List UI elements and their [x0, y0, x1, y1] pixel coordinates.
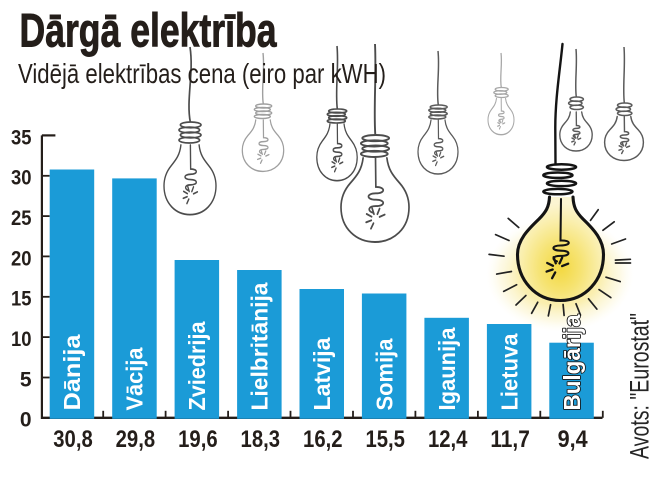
svg-text:10: 10: [11, 328, 32, 351]
svg-text:20: 20: [11, 247, 32, 270]
svg-text:25: 25: [11, 207, 32, 230]
svg-text:Bulgārija: Bulgārija: [559, 314, 585, 410]
svg-text:15: 15: [11, 288, 32, 311]
svg-text:12,4: 12,4: [428, 426, 468, 453]
svg-text:5: 5: [20, 368, 32, 391]
svg-text:15,5: 15,5: [365, 426, 405, 453]
svg-text:16,2: 16,2: [303, 426, 343, 453]
svg-text:Dārgā elektrība: Dārgā elektrība: [20, 4, 278, 57]
svg-text:Avots: "Eurostat": Avots: "Eurostat": [625, 313, 655, 459]
svg-text:Latvija: Latvija: [309, 337, 335, 410]
svg-text:Igaunija: Igaunija: [434, 327, 460, 410]
svg-text:19,6: 19,6: [178, 426, 218, 453]
svg-text:0: 0: [20, 409, 32, 432]
svg-text:30: 30: [11, 167, 32, 190]
svg-text:Zviedrija: Zviedrija: [184, 321, 210, 410]
svg-text:Lietuva: Lietuva: [496, 333, 522, 410]
svg-text:9,4: 9,4: [558, 426, 588, 453]
svg-text:11,7: 11,7: [490, 426, 530, 453]
svg-text:35: 35: [11, 126, 32, 149]
svg-text:Lielbritānija: Lielbritānija: [247, 282, 273, 410]
svg-text:Vidējā elektrības cena (eiro p: Vidējā elektrības cena (eiro par kWH): [18, 58, 386, 89]
svg-text:18,3: 18,3: [241, 426, 281, 453]
svg-text:Somija: Somija: [372, 338, 398, 410]
svg-text:29,8: 29,8: [116, 426, 156, 453]
svg-text:Vācija: Vācija: [122, 347, 148, 410]
svg-text:Dānija: Dānija: [59, 334, 85, 410]
svg-text:30,8: 30,8: [53, 426, 93, 453]
